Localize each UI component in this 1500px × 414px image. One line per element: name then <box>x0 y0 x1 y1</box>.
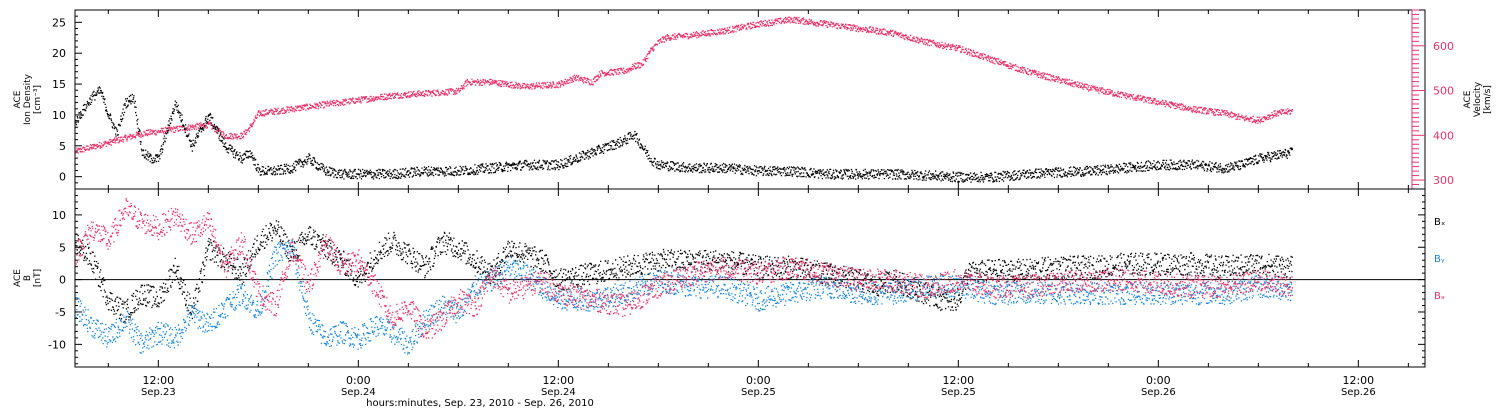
legend: Bₓ Bᵧ Bₔ <box>1434 217 1445 302</box>
bottom-panel-frame <box>74 188 1426 368</box>
density-axis-label-line-2: [cm⁻³] <box>33 85 43 114</box>
bz-series <box>75 198 1293 339</box>
legend-entry-bx: Bₓ <box>1434 217 1445 228</box>
density-axis-label-line-0: ACE <box>13 90 23 108</box>
velocity-axis-label: ACE Velocity [km/s] <box>1463 81 1493 117</box>
velocity-series <box>75 16 1293 154</box>
field-tick-label-0: -10 <box>48 338 66 351</box>
density-series <box>75 86 1293 183</box>
field-axis-label-line-1: B <box>23 275 33 281</box>
density-tick-label-5: 25 <box>52 16 66 29</box>
date-tick-label-3: Sep.25 <box>741 387 776 398</box>
magnetic-field-panel: -10 -5 0 5 10 ACE B [nT] Bₓ Bᵧ Bₔ <box>13 188 1445 368</box>
velocity-axis-label-line-1: Velocity <box>1473 81 1483 117</box>
date-tick-label-4: Sep.25 <box>941 387 976 398</box>
velocity-axis: 300 400 500 600 <box>1411 9 1454 190</box>
density-axis: 0 5 10 15 20 25 <box>52 15 82 184</box>
density-axis-label-line-1: Ion Density <box>23 73 33 125</box>
top-panel-frame <box>74 9 1426 190</box>
field-axis-label-line-2: [nT] <box>33 269 43 287</box>
field-axis-label-line-0: ACE <box>13 269 23 287</box>
velocity-axis-label-line-2: [km/s] <box>1483 85 1493 114</box>
time-axis: 12:00Sep.230:00Sep.2412:00Sep.240:00Sep.… <box>107 10 1409 398</box>
time-tick-label-1: 0:00 <box>346 374 371 387</box>
field-tick-label-1: -5 <box>55 306 66 319</box>
date-tick-label-0: Sep.23 <box>141 387 176 398</box>
time-tick-label-5: 0:00 <box>1146 374 1171 387</box>
velocity-tick-label-2: 500 <box>1433 85 1454 98</box>
velocity-tick-label-3: 600 <box>1433 40 1454 53</box>
bx-series <box>75 220 1293 324</box>
density-axis-label: ACE Ion Density [cm⁻³] <box>13 73 43 125</box>
density-tick-label-3: 15 <box>52 78 66 91</box>
density-tick-label-1: 5 <box>59 140 66 153</box>
date-tick-label-5: Sep.26 <box>1141 387 1176 398</box>
field-axis-label: ACE B [nT] <box>13 269 43 287</box>
velocity-tick-label-1: 400 <box>1433 129 1454 142</box>
field-tick-label-4: 10 <box>52 209 66 222</box>
time-tick-label-3: 0:00 <box>746 374 771 387</box>
time-tick-label-2: 12:00 <box>542 374 574 387</box>
by-series <box>75 239 1293 355</box>
time-tick-label-6: 12:00 <box>1342 374 1374 387</box>
legend-entry-bz: Bₔ <box>1434 291 1445 302</box>
time-tick-label-4: 12:00 <box>942 374 974 387</box>
velocity-axis-label-line-0: ACE <box>1463 90 1473 108</box>
field-tick-label-2: 0 <box>59 274 66 287</box>
date-tick-label-6: Sep.26 <box>1341 387 1376 398</box>
field-tick-label-3: 5 <box>59 241 66 254</box>
velocity-tick-label-0: 300 <box>1433 174 1454 187</box>
time-tick-label-0: 12:00 <box>142 374 174 387</box>
legend-entry-by: Bᵧ <box>1434 254 1445 265</box>
density-tick-label-2: 10 <box>52 109 66 122</box>
density-tick-label-4: 20 <box>52 47 66 60</box>
density-tick-label-0: 0 <box>59 171 66 184</box>
date-tick-label-1: Sep.24 <box>341 387 376 398</box>
x-axis-label: hours:minutes, Sep. 23, 2010 - Sep. 26, … <box>366 398 594 409</box>
date-tick-label-2: Sep.24 <box>541 387 576 398</box>
